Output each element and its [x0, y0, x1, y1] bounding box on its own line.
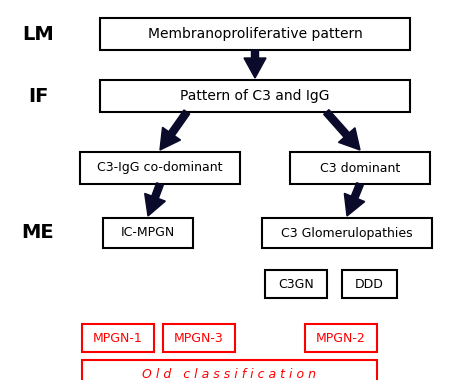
Text: DDD: DDD: [355, 277, 384, 290]
Text: Pattern of C3 and IgG: Pattern of C3 and IgG: [180, 89, 330, 103]
FancyBboxPatch shape: [80, 152, 240, 184]
Polygon shape: [145, 183, 165, 216]
FancyBboxPatch shape: [342, 270, 397, 298]
Text: MPGN-1: MPGN-1: [93, 331, 143, 345]
FancyBboxPatch shape: [100, 80, 410, 112]
Text: IF: IF: [28, 87, 48, 106]
Text: C3GN: C3GN: [278, 277, 314, 290]
Text: C3 dominant: C3 dominant: [320, 162, 400, 174]
Polygon shape: [344, 183, 365, 216]
Text: C3-IgG co-dominant: C3-IgG co-dominant: [97, 162, 223, 174]
Text: LM: LM: [22, 24, 54, 43]
FancyBboxPatch shape: [100, 18, 410, 50]
FancyBboxPatch shape: [265, 270, 327, 298]
FancyBboxPatch shape: [305, 324, 377, 352]
FancyBboxPatch shape: [103, 218, 193, 248]
Polygon shape: [244, 50, 266, 78]
Text: MPGN-3: MPGN-3: [174, 331, 224, 345]
FancyBboxPatch shape: [262, 218, 432, 248]
Text: O l d   c l a s s i f i c a t i o n: O l d c l a s s i f i c a t i o n: [143, 367, 317, 380]
FancyBboxPatch shape: [82, 360, 377, 380]
Polygon shape: [160, 110, 190, 150]
Text: Membranoproliferative pattern: Membranoproliferative pattern: [147, 27, 363, 41]
Text: MPGN-2: MPGN-2: [316, 331, 366, 345]
Text: C3 Glomerulopathies: C3 Glomerulopathies: [281, 226, 413, 239]
FancyBboxPatch shape: [163, 324, 235, 352]
Polygon shape: [324, 110, 360, 150]
FancyBboxPatch shape: [290, 152, 430, 184]
Text: IC-MPGN: IC-MPGN: [121, 226, 175, 239]
Text: ME: ME: [22, 223, 55, 242]
FancyBboxPatch shape: [82, 324, 154, 352]
